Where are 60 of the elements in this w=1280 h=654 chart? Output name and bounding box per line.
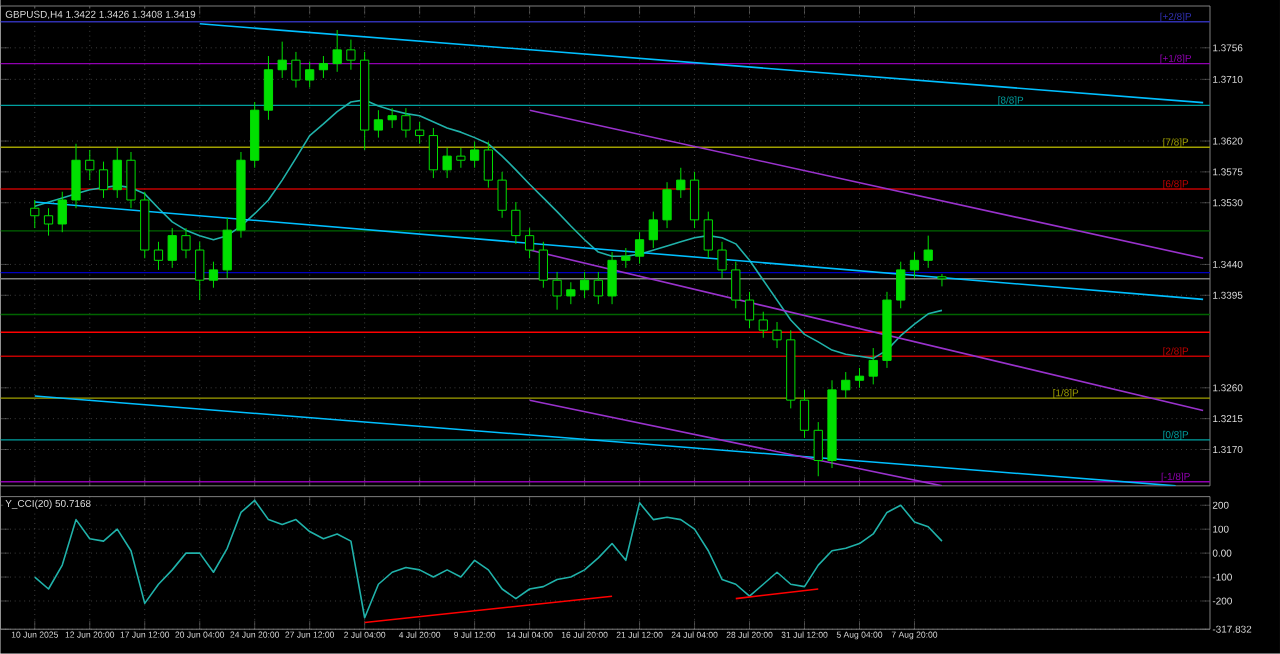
candlestick [43, 207, 54, 237]
candlestick [85, 149, 95, 181]
candlestick [291, 51, 301, 89]
candlestick [71, 143, 81, 209]
candlestick [195, 241, 205, 301]
candlestick [167, 227, 177, 269]
candlestick [208, 261, 219, 289]
candlestick [593, 271, 603, 305]
candlestick [909, 251, 920, 279]
candlestick [841, 371, 851, 399]
candlestick [98, 161, 109, 199]
candlestick [896, 261, 906, 309]
candlestick [263, 55, 274, 121]
candlestick [442, 147, 452, 179]
candlestick [634, 231, 645, 265]
candlestick [401, 107, 411, 139]
candlestick [758, 311, 768, 339]
candlestick [470, 141, 480, 169]
candlestick [799, 389, 810, 439]
candlestick [305, 61, 315, 89]
candlestick [524, 227, 535, 259]
candlestick [415, 121, 425, 145]
candlestick [483, 141, 493, 189]
candlestick [456, 147, 466, 169]
candlestick [648, 211, 658, 249]
candlestick [717, 241, 727, 279]
candlestick [57, 191, 67, 233]
candlestick [868, 347, 878, 385]
candlestick [511, 201, 521, 245]
candlestick [772, 321, 782, 349]
candlestick [937, 273, 947, 287]
candlestick [744, 291, 755, 329]
candlestick [181, 227, 191, 259]
candlestick [30, 199, 40, 229]
candlestick [703, 211, 713, 259]
candlestick [731, 261, 741, 309]
candlestick [277, 41, 287, 79]
candlestick [621, 247, 631, 269]
candlestick [662, 181, 672, 229]
candlestick [689, 171, 700, 229]
candlestick [676, 167, 686, 199]
candlestick [346, 39, 356, 71]
candlestick [126, 151, 136, 209]
candlestick [813, 421, 823, 477]
candlestick [428, 127, 439, 179]
candlestick [538, 241, 548, 289]
candlestick [153, 241, 164, 271]
candlestick [373, 109, 384, 139]
candlestick [332, 29, 342, 73]
candlestick [552, 271, 562, 311]
candlestick [607, 251, 617, 305]
candlestick [387, 107, 397, 129]
candlestick [318, 55, 329, 79]
candlestick [497, 171, 507, 219]
candlestick [566, 281, 576, 305]
candlestick [923, 235, 933, 269]
candlestick [112, 147, 122, 199]
candlestick [579, 271, 590, 299]
candlestick [222, 217, 232, 279]
candlestick [854, 367, 865, 389]
